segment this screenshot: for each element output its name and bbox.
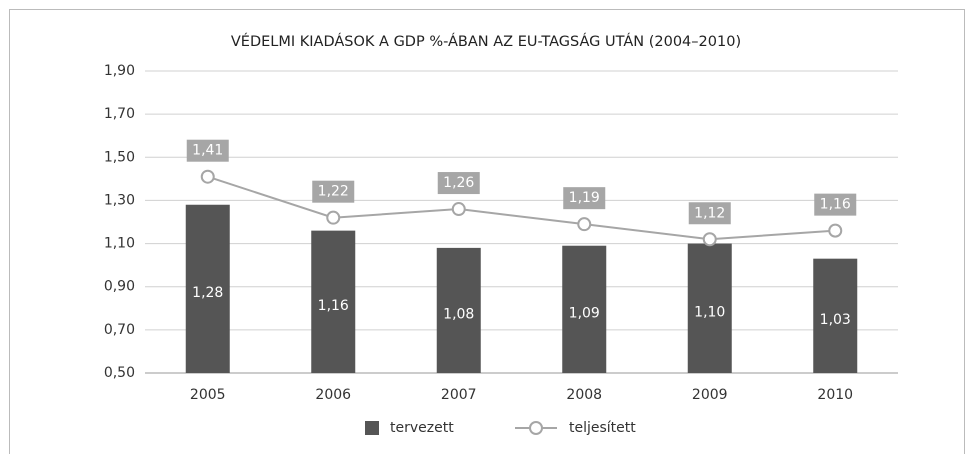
x-tick-label: 2008 — [566, 387, 602, 403]
bar — [813, 258, 858, 373]
value-label-box — [437, 172, 480, 195]
line-value-label: 1,26 — [443, 175, 474, 191]
legend-marker — [529, 421, 543, 435]
line-value-label: 1,22 — [318, 184, 349, 200]
y-tick-label: 1,50 — [104, 149, 135, 165]
legend-swatch — [365, 421, 379, 435]
line-value-label: 1,16 — [820, 197, 851, 213]
y-tick-label: 1,30 — [104, 192, 135, 208]
x-tick-label: 2009 — [692, 387, 728, 403]
point — [702, 232, 717, 247]
value-label-box — [814, 193, 857, 216]
value-label-box — [563, 187, 606, 210]
y-tick-label: 1,10 — [104, 236, 135, 252]
point — [200, 169, 215, 184]
x-tick-label: 2005 — [190, 387, 226, 403]
point — [451, 202, 466, 217]
line-value-label: 1,41 — [192, 143, 223, 159]
point — [326, 210, 341, 225]
legend-label: teljesített — [569, 420, 636, 436]
bar — [562, 245, 607, 373]
value-label-box — [312, 180, 355, 203]
chart-title: VÉDELMI KIADÁSOK A GDP %-ÁBAN AZ EU-TAGS… — [231, 33, 741, 50]
bar — [311, 230, 356, 373]
point — [577, 217, 592, 232]
bar — [185, 204, 230, 373]
line-value-label: 1,12 — [694, 205, 725, 221]
line-value-label: 1,19 — [569, 190, 600, 206]
value-label-box — [186, 139, 229, 162]
point — [828, 223, 843, 238]
line — [207, 175, 836, 241]
legend-label: tervezett — [390, 420, 454, 436]
bar-value-label: 1,28 — [192, 285, 223, 301]
bar — [436, 247, 481, 373]
y-tick-label: 0,70 — [104, 322, 135, 338]
y-tick-label: 0,50 — [104, 365, 135, 381]
frame — [9, 9, 965, 454]
bar-value-label: 1,16 — [318, 298, 349, 314]
bar-value-label: 1,08 — [443, 306, 474, 322]
y-tick-label: 1,70 — [104, 106, 135, 122]
value-label-box — [688, 202, 731, 225]
bar — [687, 243, 732, 373]
bar-value-label: 1,09 — [569, 305, 600, 321]
bar-value-label: 1,03 — [820, 312, 851, 328]
y-tick-label: 0,90 — [104, 279, 135, 295]
bar-value-label: 1,10 — [694, 304, 725, 320]
x-tick-label: 2006 — [315, 387, 351, 403]
x-tick-label: 2007 — [441, 387, 477, 403]
y-tick-label: 1,90 — [104, 63, 135, 79]
x-tick-label: 2010 — [817, 387, 853, 403]
